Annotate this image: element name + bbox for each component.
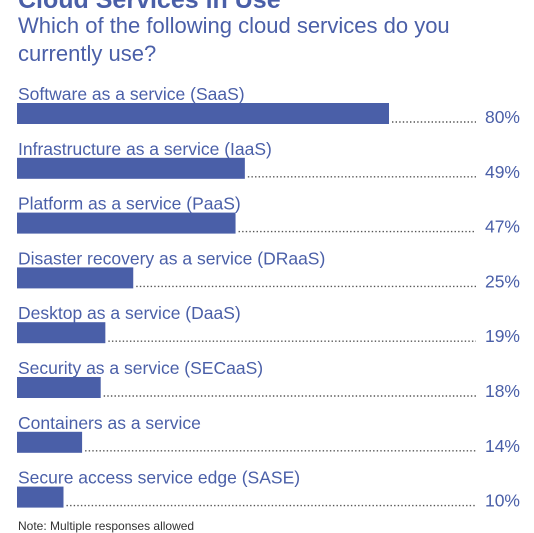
category-label-disaster-recovery-as-a-service-draas: Disaster recovery as a service (DRaaS) xyxy=(18,248,325,268)
value-label-desktop-as-a-service-daas: 19% xyxy=(485,326,520,346)
bar-desktop-as-a-service-daas xyxy=(17,322,106,344)
value-label-secure-access-service-edge-sase: 10% xyxy=(485,491,520,511)
bar-security-as-a-service-secaas xyxy=(17,377,101,398)
category-label-software-as-a-service-saas: Software as a service (SaaS) xyxy=(18,84,245,104)
category-label-platform-as-a-service-paas: Platform as a service (PaaS) xyxy=(18,194,241,214)
category-label-containers-as-a-service: Containers as a service xyxy=(18,413,201,433)
bar-platform-as-a-service-paas xyxy=(17,212,236,234)
chart-note: Note: Multiple responses allowed xyxy=(18,519,195,533)
value-label-disaster-recovery-as-a-service-draas: 25% xyxy=(485,271,520,291)
value-label-containers-as-a-service: 14% xyxy=(485,436,520,456)
bar-infrastructure-as-a-service-iaas xyxy=(17,157,245,179)
value-label-platform-as-a-service-paas: 47% xyxy=(485,217,520,237)
chart-subtitle: Which of the following cloud services do… xyxy=(18,13,450,66)
category-label-desktop-as-a-service-daas: Desktop as a service (DaaS) xyxy=(18,303,241,323)
chart-title: Cloud Services in Use xyxy=(18,0,281,14)
category-label-infrastructure-as-a-service-iaas: Infrastructure as a service (IaaS) xyxy=(18,139,272,159)
category-label-secure-access-service-edge-sase: Secure access service edge (SASE) xyxy=(18,468,300,488)
value-label-software-as-a-service-saas: 80% xyxy=(485,107,520,127)
bar-containers-as-a-service xyxy=(17,431,83,453)
value-label-security-as-a-service-secaas: 18% xyxy=(485,381,520,401)
bar-disaster-recovery-as-a-service-draas xyxy=(17,267,134,289)
value-label-infrastructure-as-a-service-iaas: 49% xyxy=(485,162,520,182)
category-label-security-as-a-service-secaas: Security as a service (SECaaS) xyxy=(18,358,263,378)
bar-secure-access-service-edge-sase xyxy=(17,486,64,508)
bar-software-as-a-service-saas xyxy=(17,103,389,124)
